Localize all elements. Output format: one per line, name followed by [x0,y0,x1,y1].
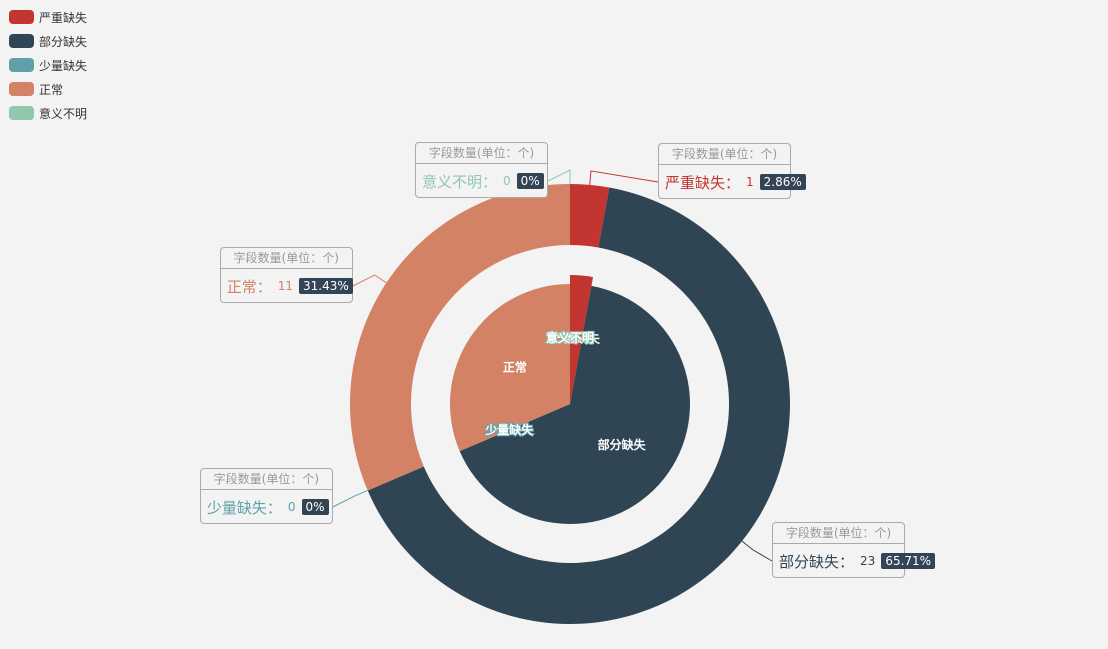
legend-swatch [9,10,34,24]
inner-slice-label: 正常 [503,360,527,375]
label-category: 意义不明 [422,172,483,191]
inner-slice-label: 严重缺失 [551,330,601,345]
legend-label: 意义不明 [39,106,88,121]
label-header: 字段数量(单位：个) [200,469,332,490]
label-line [589,170,659,185]
legend-swatch [9,106,34,120]
legend-label: 严重缺失 [39,10,88,25]
label-category: 少量缺失 [206,498,267,517]
legend-label: 正常 [39,82,64,97]
legend-label: 少量缺失 [39,58,88,73]
legend-item[interactable]: 严重缺失 [9,8,87,26]
label-percentage: 31.43% [299,278,353,294]
slice-label-box: 字段数量(单位：个) 部分缺失： 23 65.71% [772,522,936,578]
legend-label: 部分缺失 [39,34,88,49]
legend: 严重缺失部分缺失少量缺失正常意义不明 [9,8,87,122]
label-header: 字段数量(单位：个) [659,144,790,165]
slice-label-box: 字段数量(单位：个) 意义不明： 0 0% [415,142,548,198]
legend-swatch [9,58,34,72]
legend-item[interactable]: 部分缺失 [9,32,87,50]
label-line [332,490,368,508]
label-value: 11 [277,279,294,293]
outer-slice[interactable] [350,184,570,491]
inner-slice[interactable] [570,275,594,404]
legend-swatch [9,82,34,96]
label-body: 少量缺失： 0 0% [201,490,332,524]
label-line [352,274,387,287]
label-separator: ： [839,552,855,571]
label-category: 严重缺失 [665,173,726,192]
inner-slice[interactable] [450,284,570,452]
slice-label-box: 字段数量(单位：个) 正常： 11 31.43% [219,247,353,303]
label-value: 0 [503,174,511,188]
slice-label-box: 字段数量(单位：个) 少量缺失： 0 0% [199,468,333,524]
label-value: 0 [287,500,296,514]
label-value: 23 [860,554,876,568]
label-line [741,540,773,562]
label-body: 部分缺失： 23 65.71% [773,544,936,578]
label-value: 1 [746,175,754,189]
label-category: 正常 [226,277,257,296]
label-header: 字段数量(单位：个) [220,248,352,269]
label-percentage: 65.71% [881,553,936,569]
label-body: 正常： 11 31.43% [221,269,353,303]
slice-label-box: 字段数量(单位：个) 严重缺失： 1 2.86% [658,143,806,199]
inner-slice-label: 部分缺失 [598,437,647,452]
outer-slice[interactable] [367,187,790,624]
label-body: 严重缺失： 1 2.86% [659,165,806,199]
label-body: 意义不明： 0 0% [416,164,547,198]
legend-item[interactable]: 意义不明 [9,104,87,122]
label-percentage: 0% [301,499,329,515]
label-separator: ： [482,172,498,191]
outer-slice[interactable] [570,184,610,248]
inner-slice-label: 意义不明 [546,330,594,345]
label-percentage: 0% [516,173,544,189]
inner-slice-label: 少量缺失 [484,422,534,437]
label-percentage: 2.86% [759,174,806,190]
label-separator: ： [266,498,282,517]
label-separator: ： [256,277,272,296]
label-line [547,169,571,184]
inner-slice[interactable] [459,285,690,524]
legend-item[interactable]: 正常 [9,80,87,98]
label-category: 部分缺失 [779,552,840,571]
label-header: 字段数量(单位：个) [416,143,547,164]
label-header: 字段数量(单位：个) [773,523,904,544]
label-separator: ： [725,173,741,192]
legend-swatch [9,34,34,48]
legend-item[interactable]: 少量缺失 [9,56,87,74]
